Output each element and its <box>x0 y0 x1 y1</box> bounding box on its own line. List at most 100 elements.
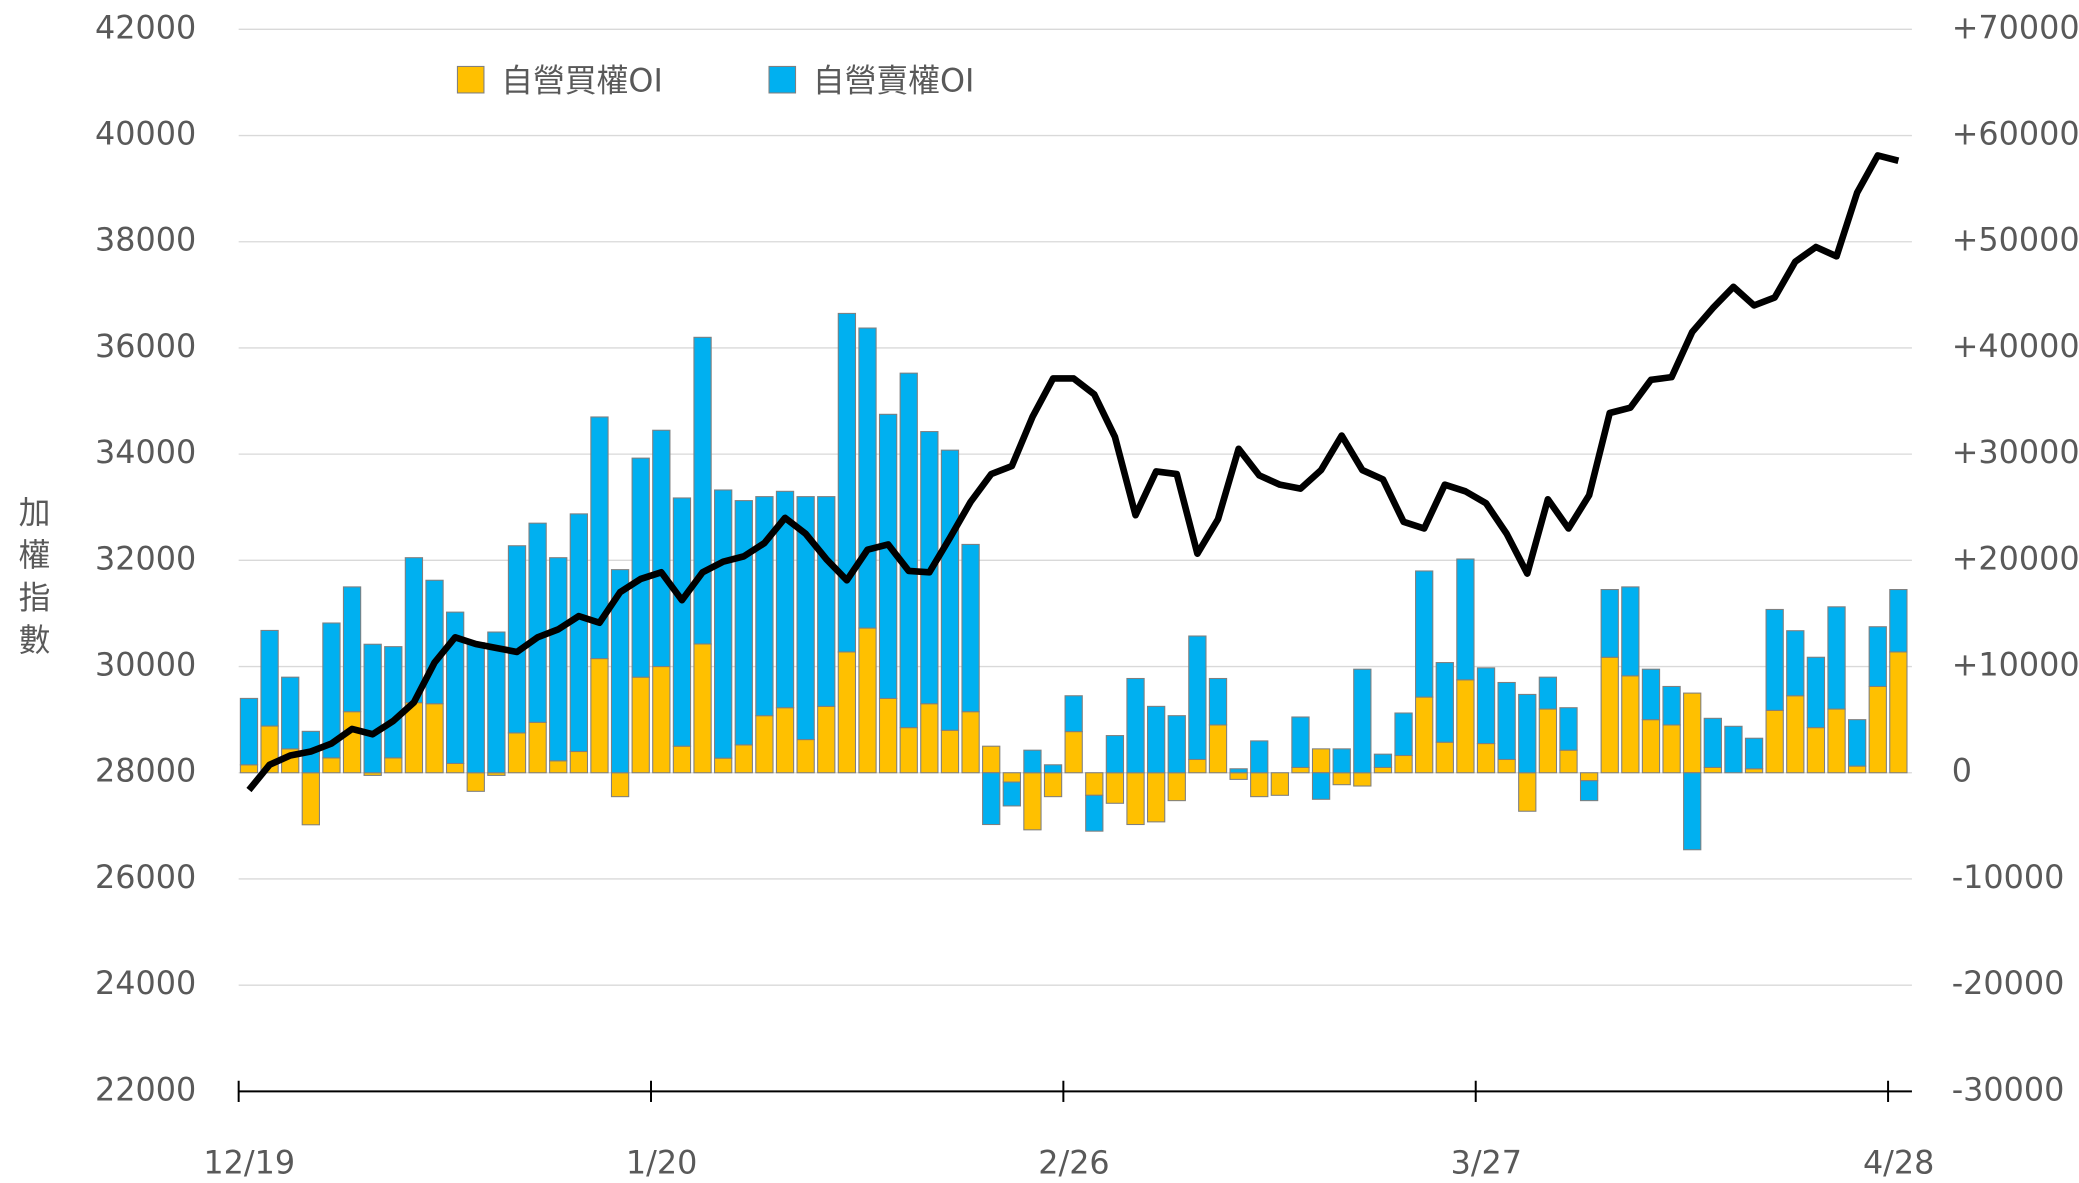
y-tick-label: 22000 <box>95 1070 196 1108</box>
x-tick-label: 12/19 <box>203 1143 295 1181</box>
y-tick-label: 36000 <box>95 327 196 365</box>
bar <box>1415 570 1434 698</box>
bar <box>1373 766 1393 774</box>
y-axis-title-char: 數 <box>19 621 51 659</box>
bar <box>1229 772 1248 780</box>
bar <box>1476 667 1496 745</box>
bar <box>734 744 753 774</box>
bar <box>1126 772 1145 826</box>
y2-tick-label: 0 <box>1952 752 1972 790</box>
bar <box>1332 748 1351 774</box>
bar <box>1683 692 1702 774</box>
bar <box>1765 608 1784 711</box>
y2-tick-label: +30000 <box>1952 433 2079 471</box>
bar <box>507 545 527 734</box>
bar <box>466 642 485 774</box>
bar <box>507 732 527 774</box>
legend-swatch <box>768 65 797 94</box>
bar <box>1353 668 1372 774</box>
bar <box>693 336 712 645</box>
y2-tick-label: +40000 <box>1952 327 2079 365</box>
y2-tick-label: +70000 <box>1952 8 2079 46</box>
bar <box>714 757 733 774</box>
y2-tick-label: -30000 <box>1952 1070 2065 1108</box>
bar <box>1518 772 1537 812</box>
y-tick-label: 38000 <box>95 221 196 259</box>
bar <box>920 703 939 774</box>
x-tick-label: 2/26 <box>1038 1143 1109 1181</box>
y2-tick-label: -10000 <box>1952 858 2065 896</box>
bar <box>569 513 589 753</box>
bar <box>528 721 547 774</box>
bar <box>1188 635 1207 761</box>
bar <box>239 764 259 774</box>
bar <box>1765 709 1784 774</box>
bar <box>1621 586 1640 677</box>
bar <box>466 772 485 792</box>
y-axis-title-char: 權 <box>19 536 51 574</box>
bar <box>1002 772 1021 783</box>
bar <box>549 557 568 762</box>
bar <box>1188 758 1207 774</box>
bar <box>1105 772 1125 804</box>
bar <box>404 557 424 704</box>
bar <box>1435 662 1454 743</box>
bar <box>1683 772 1702 851</box>
bar <box>301 772 320 826</box>
bar <box>982 772 1001 826</box>
bar <box>590 658 609 774</box>
bar <box>610 569 630 774</box>
bar <box>239 697 259 766</box>
bar <box>1518 693 1537 774</box>
bar <box>1250 740 1269 774</box>
x-tick-label: 4/28 <box>1863 1143 1934 1181</box>
bar <box>982 745 1001 774</box>
bar <box>425 579 444 705</box>
bar <box>1538 708 1558 774</box>
bar <box>1105 735 1125 774</box>
bar <box>755 496 774 717</box>
bar <box>1600 656 1619 774</box>
bar <box>817 705 836 774</box>
bar <box>1394 712 1413 757</box>
bar <box>1662 685 1681 726</box>
index-line <box>246 152 1900 793</box>
y-axis-title-char: 指 <box>19 578 51 616</box>
bar <box>1497 681 1516 761</box>
bar <box>528 522 547 723</box>
bar <box>445 611 465 764</box>
bar <box>837 312 857 653</box>
bar <box>672 497 692 747</box>
bar <box>1373 753 1393 768</box>
bar <box>1621 675 1640 774</box>
bar <box>1889 589 1908 653</box>
y-tick-label: 26000 <box>95 858 196 896</box>
y2-tick-label: -20000 <box>1952 964 2065 1002</box>
bar <box>940 729 960 774</box>
bar <box>1291 766 1310 774</box>
bar <box>342 711 362 774</box>
bar <box>384 757 403 774</box>
bar <box>1064 695 1083 733</box>
bar <box>610 772 630 798</box>
bar <box>1332 772 1351 786</box>
bar <box>1291 716 1310 768</box>
bar <box>1827 708 1846 774</box>
bar <box>1827 606 1846 710</box>
bar <box>1806 727 1826 774</box>
bar <box>775 490 795 709</box>
legend-swatch <box>456 65 485 94</box>
bar <box>1786 630 1805 697</box>
legend-label: 自營買權OI <box>501 61 663 99</box>
y-tick-label: 34000 <box>95 433 196 471</box>
bar <box>796 739 815 774</box>
y-axis-title-char: 加 <box>19 494 51 532</box>
bar <box>1559 749 1578 774</box>
x-tick-label: 1/20 <box>626 1143 697 1181</box>
bar <box>322 757 341 774</box>
y2-tick-label: +20000 <box>1952 539 2079 577</box>
bar <box>1023 772 1042 831</box>
bar <box>858 627 877 774</box>
